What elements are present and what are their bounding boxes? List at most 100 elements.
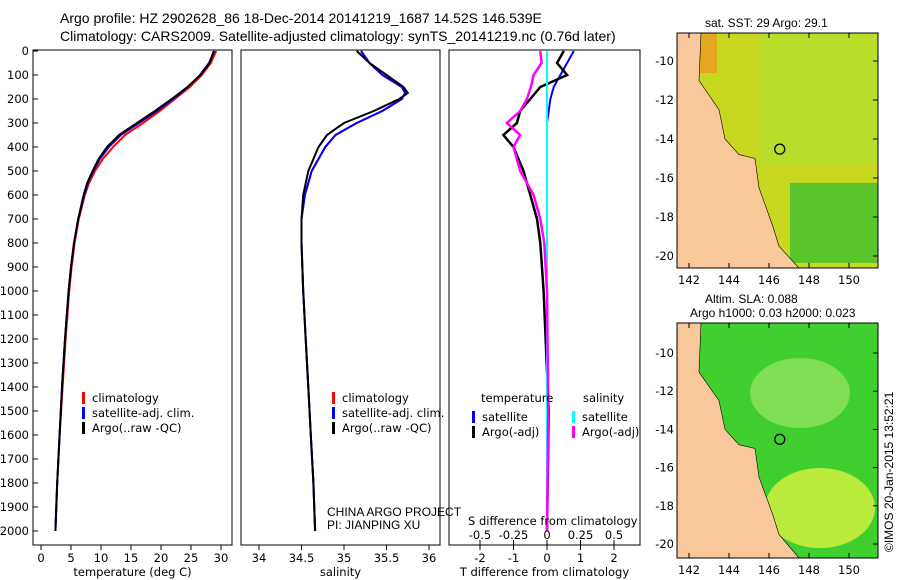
map-sst-patch: [760, 33, 878, 163]
x2-axis-label: S difference from climatology: [468, 514, 638, 528]
legend-swatch: [572, 411, 575, 423]
series-line-argo-raw-qc-: [54, 50, 215, 532]
y-tick-label: 2000: [0, 524, 29, 538]
float-location-marker: [774, 143, 786, 155]
panel-frame-1: [240, 49, 441, 546]
map-sst-patch: [790, 183, 878, 263]
map2-title2: Argo h1000: 0.03 h2000: 0.023: [690, 306, 856, 320]
map-lat-label: -14: [655, 422, 674, 436]
y-tick-label: 1600: [0, 428, 29, 442]
x-axis-label: T difference from climatology: [459, 565, 630, 579]
legend-label: climatology: [342, 391, 409, 405]
x-tick-label: 36: [422, 551, 437, 565]
map-lon-label: 146: [758, 563, 780, 577]
x-tick-label: 0: [37, 551, 44, 565]
legend-swatch: [332, 407, 335, 419]
x-tick-label: 15: [124, 551, 139, 565]
legend-swatch: [472, 411, 475, 423]
legend-label: climatology: [92, 391, 159, 405]
x2-tick-label: 0: [543, 528, 550, 542]
map-lon-label: 144: [718, 273, 740, 287]
map-lon-label: 150: [838, 563, 860, 577]
y-tick-label: 1700: [0, 452, 29, 466]
series-line-t-argo-adj-: [501, 50, 570, 532]
map-lon-label: 146: [758, 273, 780, 287]
legend-title-temperature: temperature: [481, 391, 553, 405]
y-tick-label: 1400: [0, 380, 29, 394]
series-line-satellite-adj-clim-: [300, 50, 407, 532]
header-line1: Argo profile: HZ 2902628_86 18-Dec-2014 …: [60, 10, 542, 26]
x2-tick-label: -0.25: [499, 528, 529, 542]
x2-tick-label: -0.5: [469, 528, 491, 542]
map-lon-label: 142: [678, 563, 700, 577]
legend-swatch: [82, 422, 85, 434]
map-lon-label: 148: [798, 563, 820, 577]
y-tick-label: 1000: [0, 284, 29, 298]
map1-title: sat. SST: 29 Argo: 29.1: [705, 16, 828, 30]
map-lon-label: 144: [718, 563, 740, 577]
x-tick-label: 34: [252, 551, 267, 565]
x-tick-label: -2: [474, 551, 485, 565]
y-tick-label: 1200: [0, 332, 29, 346]
y-tick-label: 600: [7, 188, 29, 202]
map-lon-label: 142: [678, 273, 700, 287]
y-tick-label: 200: [7, 92, 29, 106]
map-lon-label: 150: [838, 273, 860, 287]
map2-title1: Altim. SLA: 0.088: [705, 292, 798, 306]
legend-label: satellite: [482, 410, 528, 424]
map-lat-label: -20: [655, 249, 674, 263]
legend-swatch: [572, 426, 575, 438]
x-tick-label: 35.5: [374, 551, 400, 565]
x-tick-label: 30: [214, 551, 229, 565]
legend-swatch: [332, 392, 335, 404]
y-tick-label: 1900: [0, 500, 29, 514]
legend-label: satellite-adj. clim.: [92, 406, 194, 420]
y-tick-label: 1500: [0, 404, 29, 418]
y-tick-label: 700: [7, 212, 29, 226]
project-pi: PI: JIANPING XU: [327, 518, 421, 532]
legend-swatch: [82, 407, 85, 419]
series-line-s-argo-adj-: [504, 50, 550, 532]
y-tick-label: 1100: [0, 308, 29, 322]
map-sla-patch: [750, 358, 850, 428]
y-tick-label: 0: [22, 44, 29, 58]
y-tick-label: 1800: [0, 476, 29, 490]
map-sla-patch: [765, 468, 875, 548]
map-lat-label: -10: [655, 346, 674, 360]
x-tick-label: -1: [508, 551, 519, 565]
map-frame-sst: [676, 32, 879, 269]
x-tick-label: 0: [543, 551, 550, 565]
map-frame-sla: [676, 322, 879, 559]
y-tick-label: 800: [7, 236, 29, 250]
header-line2: Climatology: CARS2009. Satellite-adjuste…: [60, 28, 616, 44]
y-tick-label: 300: [7, 116, 29, 130]
x-tick-label: 34.5: [289, 551, 315, 565]
series-line-argo-raw-qc-: [300, 50, 410, 532]
panel-frame-0: [32, 49, 233, 546]
imos-stamp: ©IMOS 20-Jan-2015 13:52:21: [882, 391, 896, 552]
x-tick-label: 20: [154, 551, 169, 565]
x-tick-label: 2: [610, 551, 617, 565]
y-tick-label: 1300: [0, 356, 29, 370]
map-lat-label: -14: [655, 132, 674, 146]
panel-frame-2: [448, 49, 641, 546]
map-lat-label: -12: [655, 93, 674, 107]
project-name: CHINA ARGO PROJECT: [327, 505, 462, 519]
map-lat-label: -12: [655, 384, 674, 398]
legend-title-salinity: salinity: [583, 391, 624, 405]
map-lat-label: -10: [655, 54, 674, 68]
legend-swatch: [472, 426, 475, 438]
x-tick-label: 5: [67, 551, 74, 565]
x2-tick-label: 0.5: [605, 528, 623, 542]
x-axis-label: temperature (deg C): [73, 565, 191, 579]
x2-tick-label: 0.25: [568, 528, 594, 542]
x-tick-label: 1: [577, 551, 584, 565]
map-lat-label: -18: [655, 210, 674, 224]
map-lat-label: -18: [655, 499, 674, 513]
legend-label: Argo(-adj): [482, 425, 539, 439]
legend-swatch: [82, 392, 85, 404]
x-axis-label: salinity: [320, 565, 361, 579]
map-lon-label: 148: [798, 273, 820, 287]
